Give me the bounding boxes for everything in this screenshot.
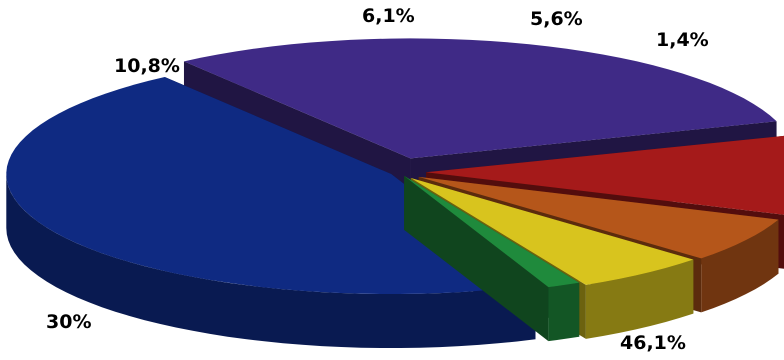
slice-label-0: 46,1% — [620, 332, 686, 354]
slice-label-3: 6,1% — [362, 5, 415, 27]
slice-label-4: 5,6% — [530, 8, 583, 30]
slice-label-5: 1,4% — [656, 29, 709, 51]
slice-label-1: 30% — [46, 311, 91, 333]
slice-label-2: 10,8% — [114, 55, 180, 77]
pie-slice-5 — [404, 175, 580, 342]
